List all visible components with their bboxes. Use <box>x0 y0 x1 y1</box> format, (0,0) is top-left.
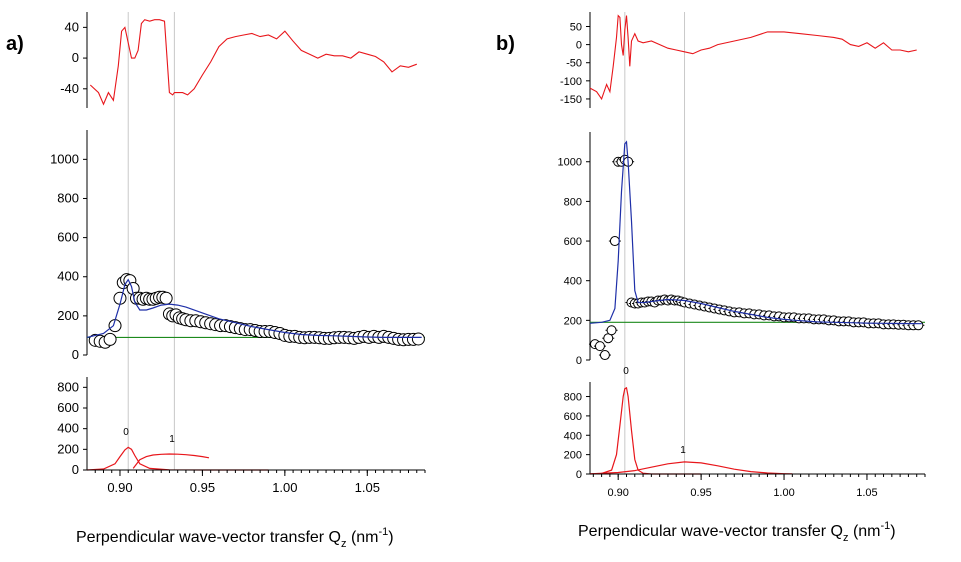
component-peak-label: 0 <box>623 366 629 377</box>
data-point <box>159 291 173 305</box>
residual-y-tick-label: 50 <box>570 21 582 33</box>
component-peak-1 <box>589 461 793 475</box>
panel-a-residual-plot: 40 0 -40 <box>60 12 417 108</box>
main-y-tick-label: 1000 <box>558 157 582 169</box>
data-point <box>594 341 605 352</box>
data-point <box>606 325 617 336</box>
residual-y-tick-label: 40 <box>65 19 79 34</box>
main-y-tick-label: 400 <box>564 276 582 288</box>
residual-y-tick-label: -150 <box>560 94 582 106</box>
main-y-tick-label: 0 <box>576 355 582 367</box>
component-y-tick-label: 600 <box>564 411 582 423</box>
component-peak-label: 0 <box>123 427 129 438</box>
component-peak-label: 1 <box>169 434 175 445</box>
x-tick-label: 1.05 <box>856 487 877 499</box>
fit-line <box>86 278 422 338</box>
main-y-tick-label: 400 <box>57 269 79 284</box>
panel-a-guide-lines <box>127 12 175 470</box>
component-y-tick-label: 400 <box>564 430 582 442</box>
residual-y-tick-label: -50 <box>566 58 582 70</box>
main-y-tick-label: 800 <box>57 190 79 205</box>
component-y-tick-label: 0 <box>72 462 79 477</box>
main-y-tick-label: 200 <box>564 315 582 327</box>
panel-b-x-axis: 0.90 0.95 1.00 1.05 <box>590 473 926 499</box>
data-point <box>411 332 425 346</box>
residual-y-tick-label: -40 <box>60 81 79 96</box>
residual-line <box>89 19 417 106</box>
main-y-tick-label: 600 <box>57 230 79 245</box>
x-tick-label: 1.05 <box>355 480 380 495</box>
panel-a-x-axis-label: Perpendicular wave-vector transfer Qz (n… <box>76 526 394 550</box>
panel-a-main-plot: 1000 800 600 400 200 0 <box>50 130 425 362</box>
component-y-tick-label: 200 <box>57 441 79 456</box>
residual-y-tick-label: 0 <box>72 50 79 65</box>
residual-y-tick-label: -100 <box>560 76 582 88</box>
panel-a-x-axis: 0.90 0.95 1.00 1.05 <box>87 469 426 495</box>
data-point <box>103 332 117 346</box>
panel-b-main-plot: 1000 800 600 400 200 0 <box>558 132 925 367</box>
panel-a-label: a) <box>6 33 24 55</box>
main-y-tick-label: 200 <box>57 308 79 323</box>
component-y-tick-label: 0 <box>576 469 582 481</box>
x-tick-label: 0.90 <box>607 487 628 499</box>
data-point <box>913 320 924 331</box>
main-y-tick-label: 800 <box>564 196 582 208</box>
panel-b-component-plot: 800 600 400 200 0 0 1 <box>564 366 793 481</box>
component-peak-label: 1 <box>680 445 686 456</box>
panel-a-component-plot: 800 600 400 200 0 0 1 <box>57 377 269 477</box>
residual-line <box>589 14 917 101</box>
component-peak-0 <box>86 446 269 471</box>
fit-line <box>589 140 922 325</box>
x-tick-label: 0.90 <box>107 480 132 495</box>
panel-b: b) 50 0 -50 -100 -150 1000 800 600 400 200 0 800 6… <box>496 12 926 544</box>
x-tick-label: 1.00 <box>773 487 794 499</box>
panel-b-guide-lines <box>624 12 686 474</box>
data-point <box>609 236 620 247</box>
component-y-tick-label: 400 <box>57 421 79 436</box>
component-y-tick-label: 800 <box>57 379 79 394</box>
panel-b-residual-plot: 50 0 -50 -100 -150 <box>560 12 917 108</box>
x-tick-label: 0.95 <box>690 487 711 499</box>
x-tick-label: 1.00 <box>272 480 297 495</box>
data-point <box>599 350 610 361</box>
panel-b-x-axis-label: Perpendicular wave-vector transfer Qz (n… <box>578 520 896 544</box>
x-tick-label: 0.95 <box>190 480 215 495</box>
component-peak-1 <box>132 453 210 469</box>
main-y-tick-label: 1000 <box>50 151 79 166</box>
component-y-tick-label: 800 <box>564 392 582 404</box>
residual-y-tick-label: 0 <box>576 40 582 52</box>
main-y-tick-label: 0 <box>72 347 79 362</box>
main-y-tick-label: 600 <box>564 236 582 248</box>
panel-b-label: b) <box>496 33 515 55</box>
component-y-tick-label: 200 <box>564 450 582 462</box>
component-y-tick-label: 600 <box>57 400 79 415</box>
